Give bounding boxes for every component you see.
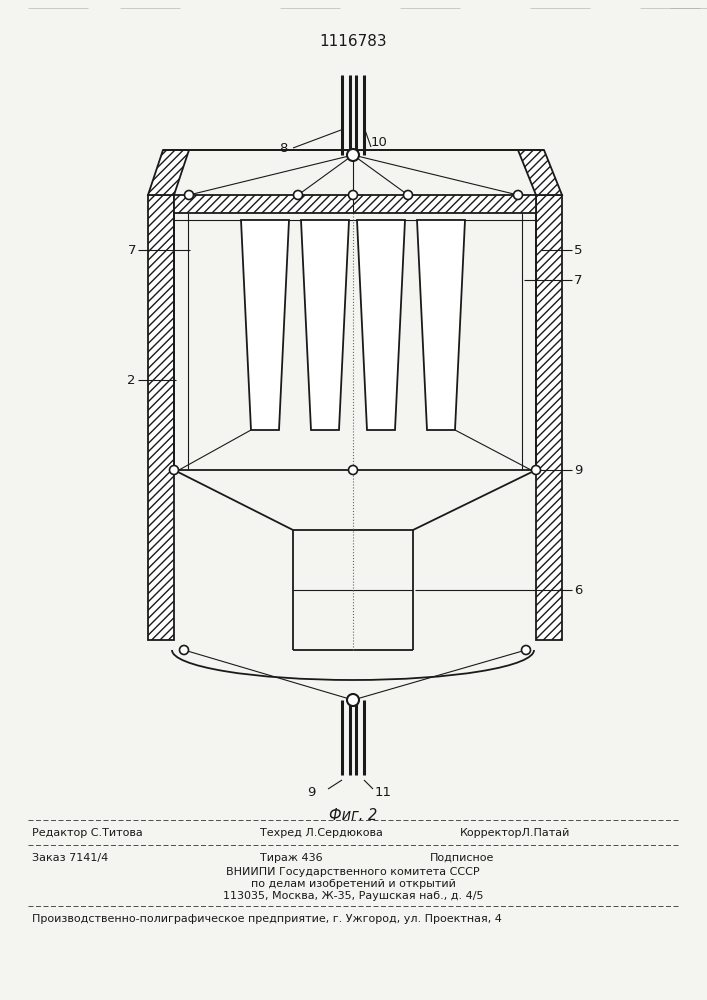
Text: по делам изобретений и открытий: по делам изобретений и открытий [250, 879, 455, 889]
Polygon shape [301, 220, 349, 430]
Text: 7: 7 [127, 243, 136, 256]
Text: 11: 11 [375, 786, 392, 800]
Text: Подписное: Подписное [430, 853, 494, 863]
Circle shape [532, 466, 540, 475]
Text: 9: 9 [574, 464, 583, 477]
Text: 8: 8 [280, 141, 288, 154]
Text: 1116783: 1116783 [319, 34, 387, 49]
Text: 10: 10 [371, 135, 388, 148]
Circle shape [293, 190, 303, 200]
Polygon shape [174, 195, 536, 213]
Text: 7: 7 [574, 273, 583, 286]
Text: Фиг. 2: Фиг. 2 [329, 808, 377, 822]
Text: 6: 6 [574, 584, 583, 596]
Text: Тираж 436: Тираж 436 [260, 853, 322, 863]
Polygon shape [357, 220, 405, 430]
Text: Заказ 7141/4: Заказ 7141/4 [32, 853, 108, 863]
Text: Техред Л.Сердюкова: Техред Л.Сердюкова [260, 828, 383, 838]
Text: 2: 2 [127, 373, 136, 386]
Polygon shape [417, 220, 465, 430]
Text: 9: 9 [307, 786, 315, 800]
Circle shape [170, 466, 178, 475]
Polygon shape [536, 195, 562, 640]
Text: Редактор С.Титова: Редактор С.Титова [32, 828, 143, 838]
Text: ВНИИПИ Государственного комитета СССР: ВНИИПИ Государственного комитета СССР [226, 867, 480, 877]
Circle shape [347, 694, 359, 706]
Circle shape [404, 190, 412, 200]
Polygon shape [148, 150, 189, 195]
Circle shape [349, 190, 358, 200]
Text: 5: 5 [574, 243, 583, 256]
Circle shape [522, 646, 530, 654]
Polygon shape [148, 195, 174, 640]
Circle shape [349, 466, 358, 475]
Text: Производственно-полиграфическое предприятие, г. Ужгород, ул. Проектная, 4: Производственно-полиграфическое предприя… [32, 914, 502, 924]
Circle shape [347, 149, 359, 161]
Polygon shape [241, 220, 289, 430]
Text: 113035, Москва, Ж-35, Раушская наб., д. 4/5: 113035, Москва, Ж-35, Раушская наб., д. … [223, 891, 484, 901]
Text: КорректорЛ.Патай: КорректорЛ.Патай [460, 828, 571, 838]
Polygon shape [518, 150, 562, 195]
Circle shape [180, 646, 189, 654]
Circle shape [185, 190, 194, 200]
Circle shape [513, 190, 522, 200]
